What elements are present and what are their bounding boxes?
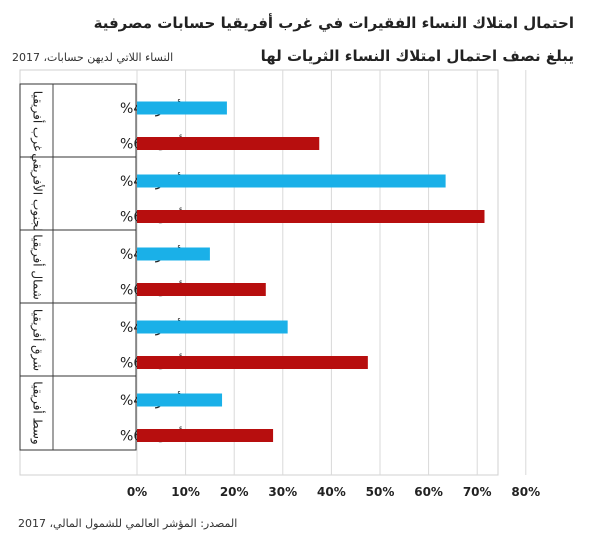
bar-poorest [137,174,446,188]
bar-richest [137,137,320,150]
x-tick-label: 30% [268,485,297,499]
bar-richest [137,429,274,442]
x-tick-label: 0% [127,485,147,499]
y-axis-label: النساء اللاتي لديهن حسابات، 2017 [12,51,174,64]
x-tick-label: 40% [317,485,346,499]
source-note: المصدر: المؤشر العالمي للشمول المالي، 20… [18,517,238,530]
x-tick-label: 20% [220,485,249,499]
bar-poorest [137,247,210,261]
group-label: وسط أفريقيا [30,381,46,444]
group-label: الجنوب الأفريقي [30,153,46,235]
group-box [19,229,137,305]
bar-richest [137,356,368,369]
group-label: غرب أفريقيا [30,91,46,151]
bar-richest [137,210,485,223]
bar-poorest [137,101,227,115]
bar-poorest [137,320,288,334]
x-tick-label: 70% [463,485,492,499]
group-box [19,302,137,378]
group-label: شمال أفريقيا [30,234,46,300]
x-tick-label: 80% [511,485,540,499]
bars: أفقر 40%أغنى 60%أفقر 40%أغنى 60%أفقر 40%… [120,99,485,445]
bar-richest [137,283,266,296]
x-tick-label: 10% [171,485,200,499]
group-box [19,375,137,451]
group-label: شرق أفريقيا [30,309,46,371]
x-tick-label: 50% [366,485,395,499]
x-tick-label: 60% [414,485,443,499]
group-box [19,156,137,232]
group-box [19,83,137,159]
x-axis-ticks: 0% 10% 20% 30% 40% 50% 60% 70% 80% [127,485,540,499]
chart-title: احتمال امتلاك النساء الفقيرات في غرب أفر… [93,14,574,32]
bar-poorest [137,393,223,407]
chart-subtitle: يبلغ نصف احتمال امتلاك النساء الثريات له… [260,47,574,65]
